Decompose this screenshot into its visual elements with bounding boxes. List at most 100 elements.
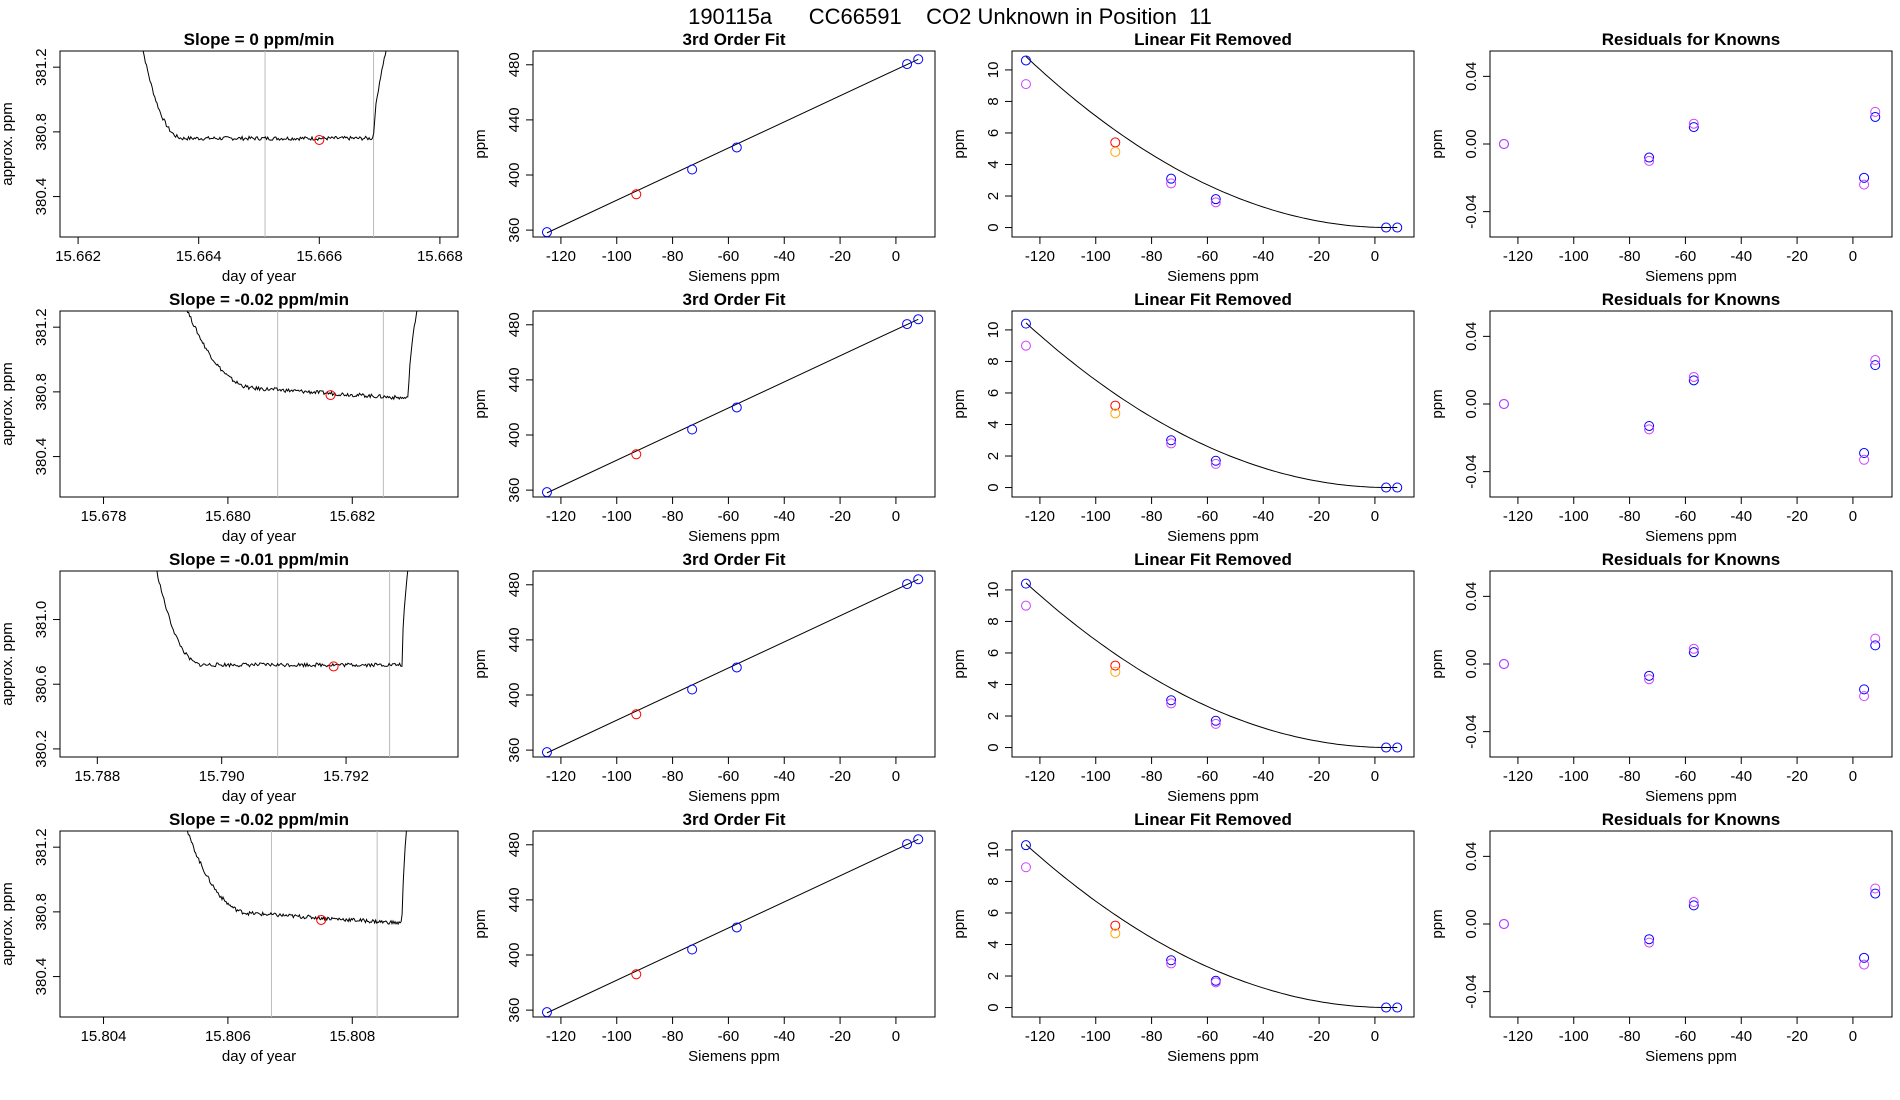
y-tick-label: 380.8 [33,893,50,931]
data-point [1110,400,1121,411]
data-point [1210,977,1221,988]
x-axis-label: Siemens ppm [1645,1048,1737,1065]
y-tick-label: 480 [506,832,523,857]
y-tick-label: 480 [506,52,523,77]
plot-area [1020,578,1403,753]
data-point [1870,640,1881,651]
plot-frame [59,50,459,238]
x-tick-label: 0 [1849,508,1857,525]
panel-r0-c2: Linear Fit Removed Siemens ppm ppm -120 -100… [951,30,1415,285]
data-point [1210,194,1221,205]
x-axis-label: Siemens ppm [1645,788,1737,805]
x-tick-label: 0 [892,768,900,785]
y-tick-label: 380.6 [33,665,50,703]
x-tick-label: -60 [1675,1028,1697,1045]
x-tick-label: -60 [1197,1028,1219,1045]
x-tick-label: 0 [1371,1028,1379,1045]
data-point [631,709,642,720]
x-tick-label: -20 [1308,508,1330,525]
data-point [731,662,742,673]
y-tick-label: 4 [985,160,1002,168]
x-tick-label: 0 [1849,768,1857,785]
x-tick-label: 15.682 [329,508,375,525]
data-point [1644,934,1655,945]
x-tick-label: -40 [1730,1028,1752,1045]
y-axis-label: ppm [472,129,489,158]
x-tick-label: -60 [718,248,740,265]
y-axis-label: approx. ppm [0,882,16,965]
y-axis-label: approx. ppm [0,102,16,185]
x-tick-label: 15.804 [81,1028,127,1045]
y-tick-label: 6 [985,909,1002,917]
y-tick-label: 360 [506,218,523,243]
plot-area [156,571,409,757]
y-tick-label: 381.2 [33,308,50,346]
data-point [1870,888,1881,899]
y-tick-label: 2 [985,972,1002,980]
x-tick-label: -100 [602,248,632,265]
data-point [687,164,698,175]
x-tick-label: -40 [773,508,795,525]
data-point [1210,458,1221,469]
data-point [1110,660,1121,671]
page-title: 190115a CC66591 CO2 Unknown in Position … [688,4,1212,29]
y-axis-label: ppm [1429,649,1446,678]
y-tick-label: 380.2 [33,730,50,768]
x-tick-label: -60 [1197,508,1219,525]
plot-area [541,314,924,497]
data-point [541,487,552,497]
data-point [1110,920,1121,931]
data-point [1020,55,1031,66]
data-point [1688,647,1699,658]
data-point [1644,424,1655,435]
y-tick-label: 381.2 [33,48,50,86]
x-tick-label: 0 [892,1028,900,1045]
x-tick-label: -60 [1197,248,1219,265]
y-tick-label: 400 [506,942,523,967]
data-point [631,969,642,980]
data-point [325,390,336,401]
data-point [1020,840,1031,851]
x-tick-label: 15.806 [205,1028,251,1045]
y-tick-label: 380.4 [33,958,50,996]
plot-frame [532,830,936,1018]
y-axis-label: ppm [472,649,489,678]
x-tick-label: -100 [1559,508,1589,525]
panel-title: 3rd Order Fit [683,810,786,829]
plot-frame [532,310,936,498]
panel-title: Linear Fit Removed [1134,30,1292,49]
plot-frame [1489,570,1893,758]
y-tick-label: 440 [506,367,523,392]
data-point [1392,482,1403,493]
panel-r0-c1: 3rd Order Fit Siemens ppm ppm -120 -100 -80 -6… [472,30,936,285]
data-point [1870,360,1881,371]
panel-r1-c0: Slope = -0.02 ppm/min day of year approx. … [0,290,459,545]
x-tick-label: -80 [1619,248,1641,265]
x-tick-label: 15.664 [176,248,222,265]
x-tick-label: -40 [1252,248,1274,265]
x-tick-label: 15.808 [329,1028,375,1045]
data-point [1859,959,1870,970]
panel-r2-c0: Slope = -0.01 ppm/min day of year approx. … [0,550,459,805]
y-axis-label: ppm [1429,909,1446,938]
y-tick-label: 6 [985,389,1002,397]
y-tick-label: 360 [506,738,523,763]
x-tick-label: -120 [546,1028,576,1045]
plot-area [541,574,924,757]
x-tick-label: -120 [1503,248,1533,265]
data-point [631,449,642,460]
x-tick-label: -80 [1141,1028,1163,1045]
x-tick-label: -20 [829,508,851,525]
data-point [1166,438,1177,449]
y-axis-label: approx. ppm [0,622,16,705]
data-point [1870,633,1881,644]
data-point [687,424,698,435]
data-point [1110,408,1121,419]
data-point [1166,955,1177,966]
data-point [1688,900,1699,911]
x-tick-label: -60 [1675,768,1697,785]
y-tick-label: 6 [985,649,1002,657]
panel-title: Residuals for Knowns [1602,810,1781,829]
data-point [1870,355,1881,366]
